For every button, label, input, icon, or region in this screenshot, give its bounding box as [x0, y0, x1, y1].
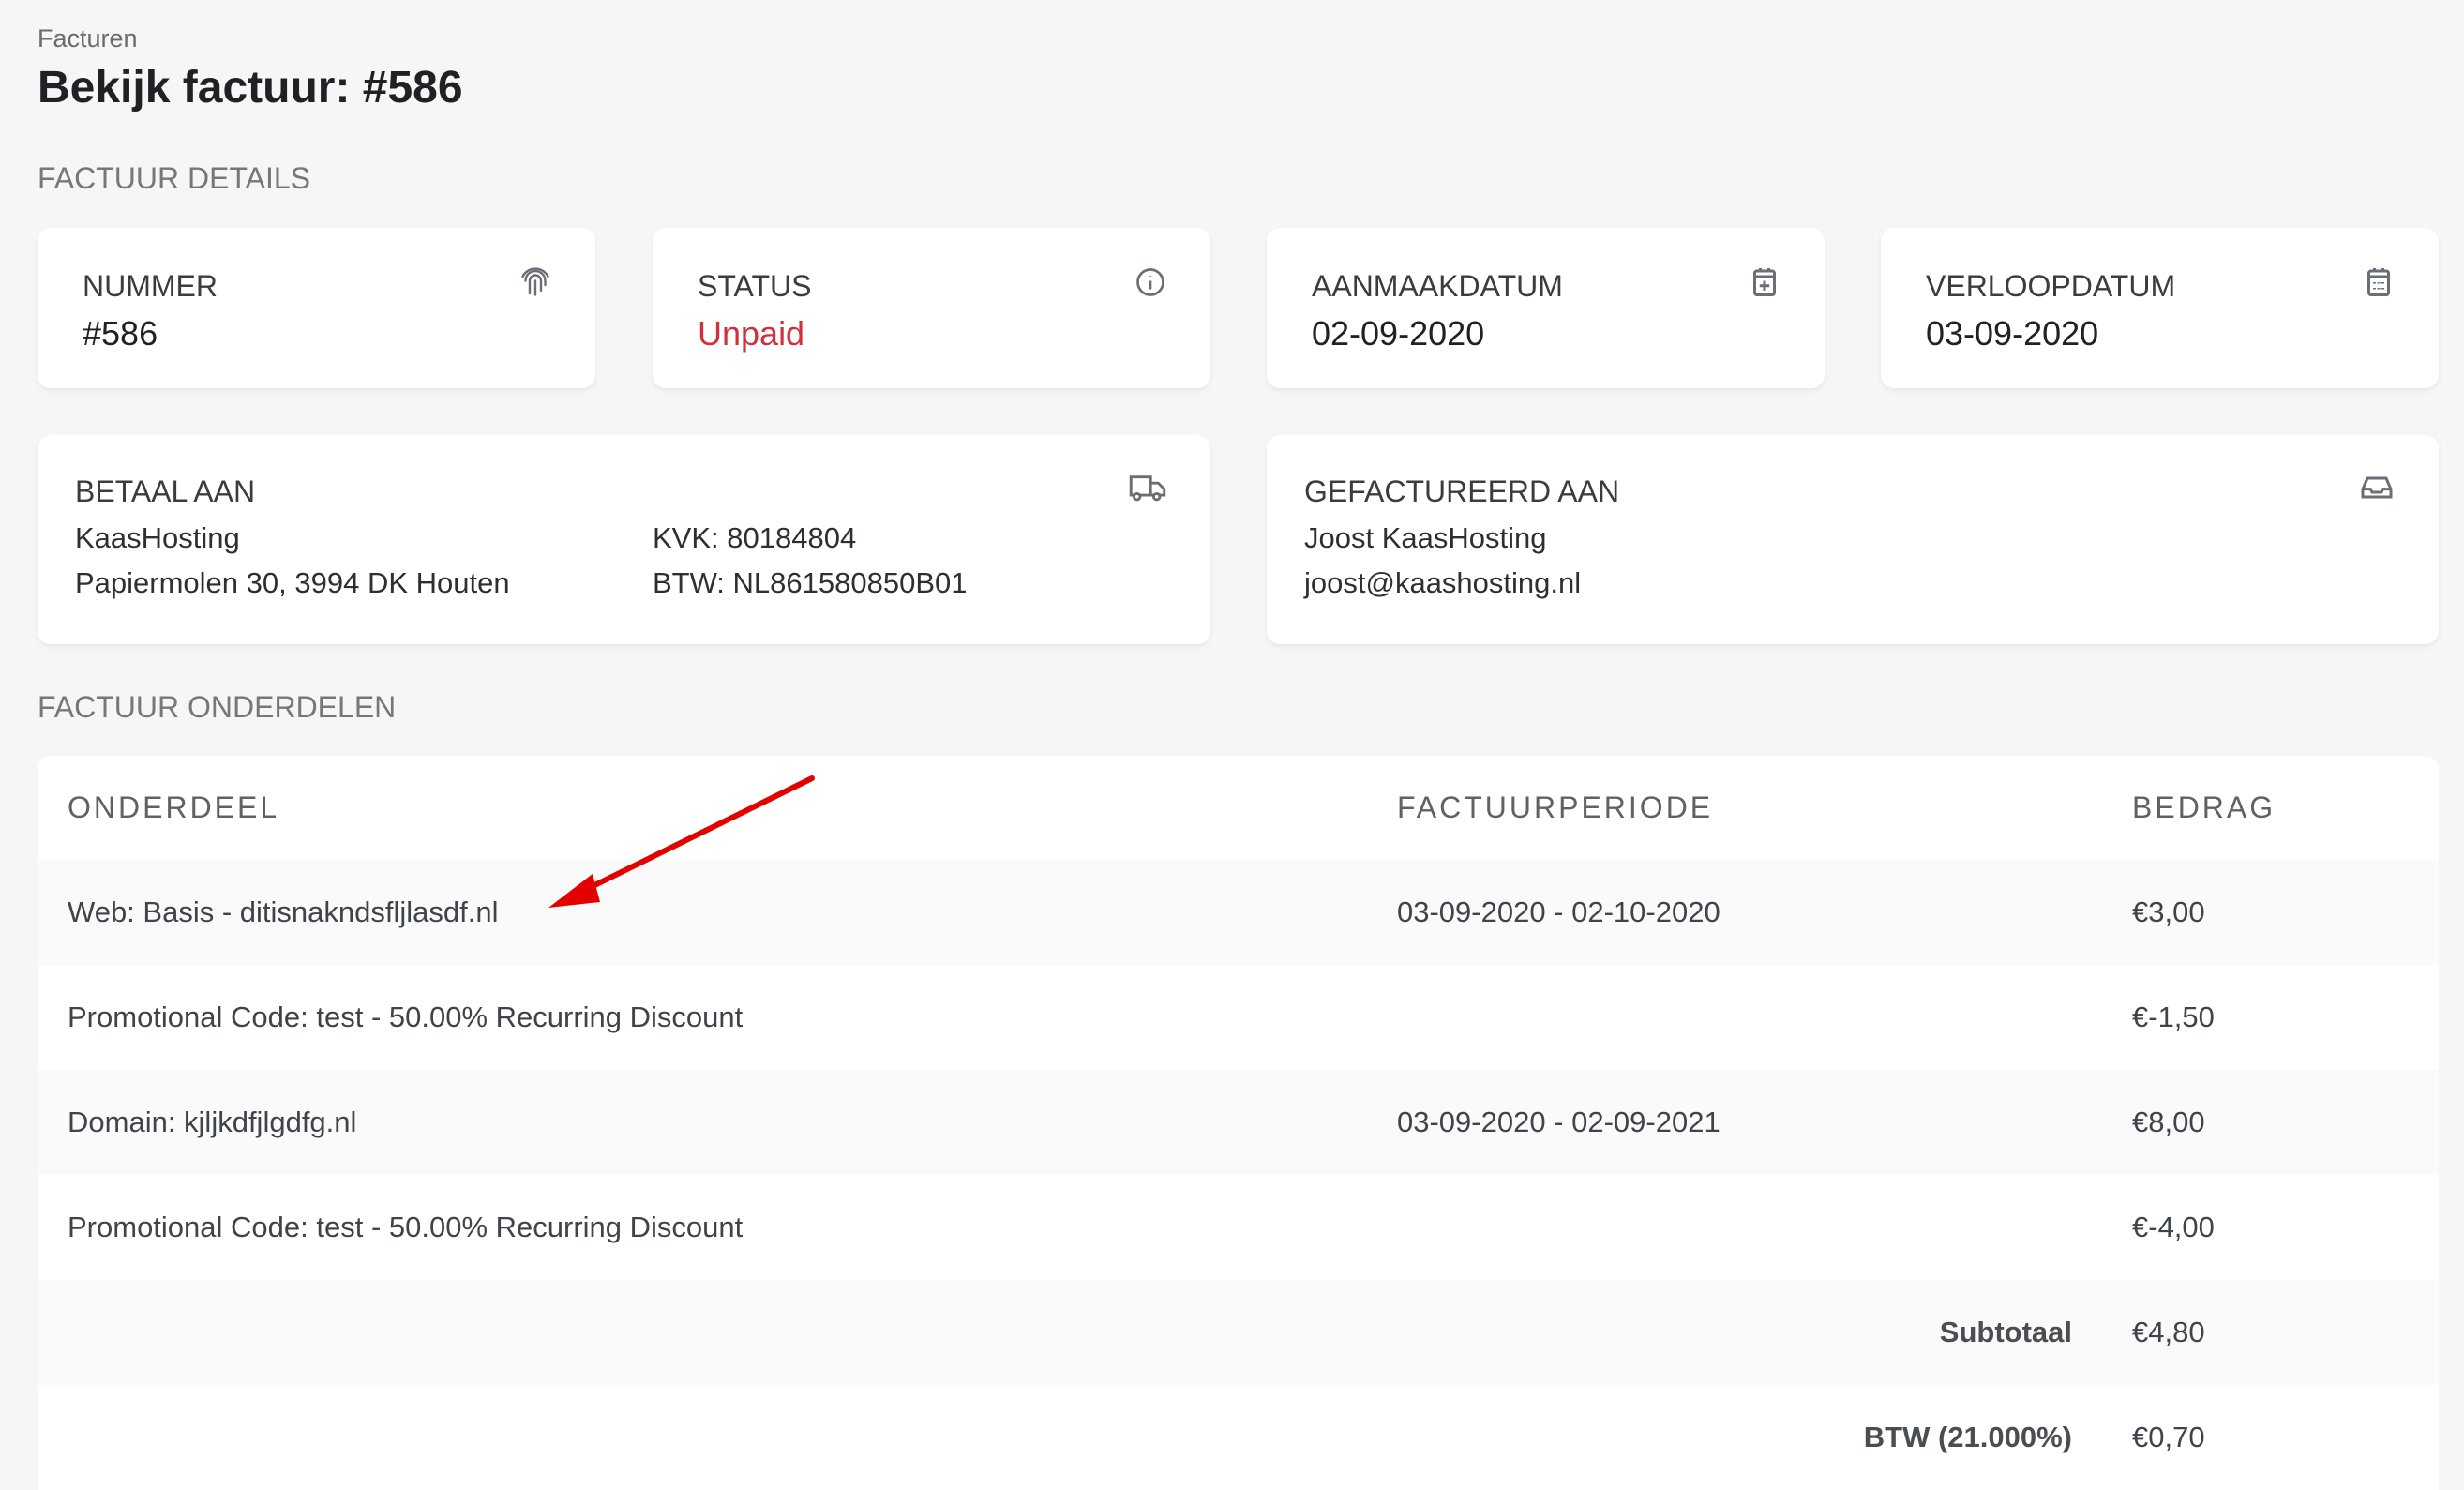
header-onderdeel: ONDERDEEL [68, 790, 280, 824]
card-gefactureerd-aan: GEFACTUREERD AAN Joost KaasHosting joost… [1267, 435, 2439, 644]
subtotal-row: Subtotaal €4,80 [38, 1280, 2439, 1385]
card-label: GEFACTUREERD AAN [1304, 474, 1620, 508]
item-period [1397, 1175, 2132, 1280]
inbox-icon [2361, 476, 2393, 499]
item-description: Domain: kjljkdfjlgdfg.nl [38, 1070, 1397, 1175]
billed-to-email: joost@kaashosting.nl [1304, 566, 1582, 599]
table-row: Domain: kjljkdfjlgdfg.nl 03-09-2020 - 02… [38, 1070, 2439, 1175]
table-header: ONDERDEEL FACTUURPERIODE BEDRAG [38, 756, 2439, 860]
invoice-items-table: ONDERDEEL FACTUURPERIODE BEDRAG Web: Bas… [38, 756, 2439, 1490]
item-amount: €3,00 [2132, 860, 2439, 965]
tax-amount: €0,70 [2132, 1421, 2205, 1453]
fingerprint-icon [521, 267, 549, 296]
card-nummer: NUMMER #586 [38, 228, 595, 388]
subtotal-label: Subtotaal [1397, 1280, 2132, 1385]
header-bedrag: BEDRAG [2132, 790, 2276, 824]
pay-to-address: Papiermolen 30, 3994 DK Houten [75, 566, 510, 599]
breadcrumb-facturen[interactable]: Facturen [38, 24, 138, 53]
status-badge: Unpaid [698, 314, 805, 353]
item-period: 03-09-2020 - 02-10-2020 [1397, 860, 2132, 965]
card-label: BETAAL AAN [75, 474, 256, 508]
created-date: 02-09-2020 [1312, 314, 1485, 353]
card-label: NUMMER [83, 269, 218, 303]
details-heading: FACTUUR DETAILS [38, 161, 310, 195]
pay-to-name: KaasHosting [75, 521, 240, 554]
card-status: STATUS Unpaid [653, 228, 1210, 388]
table-row: Promotional Code: test - 50.00% Recurrin… [38, 1175, 2439, 1280]
due-date: 03-09-2020 [1926, 314, 2099, 353]
item-description: Promotional Code: test - 50.00% Recurrin… [68, 1001, 744, 1033]
item-amount: €8,00 [2132, 1070, 2439, 1175]
item-period: 03-09-2020 - 02-09-2021 [1397, 1070, 2132, 1175]
invoice-number: #586 [83, 314, 158, 353]
header-factuurperiode: FACTUURPERIODE [1397, 790, 1714, 824]
item-description: Web: Basis - ditisnakndsfljlasdf.nl [38, 860, 1397, 965]
pay-to-kvk: KVK: 80184804 [653, 521, 857, 554]
truck-icon [1129, 475, 1166, 502]
page-title: Bekijk factuur: #586 [38, 63, 463, 113]
card-verloopdatum: VERLOOPDATUM 03-09-2020 [1881, 228, 2439, 388]
item-description: Promotional Code: test - 50.00% Recurrin… [68, 1211, 744, 1243]
item-period [1397, 965, 2132, 1070]
card-aanmaakdatum: AANMAAKDATUM 02-09-2020 [1267, 228, 1825, 388]
card-label: STATUS [698, 269, 812, 303]
calendar-icon [2367, 268, 2390, 296]
subtotal-amount: €4,80 [2132, 1280, 2439, 1385]
items-heading: FACTUUR ONDERDELEN [38, 690, 397, 724]
info-icon [1136, 268, 1164, 296]
card-betaal-aan: BETAAL AAN KaasHosting Papiermolen 30, 3… [38, 435, 1210, 644]
billed-to-name: Joost KaasHosting [1304, 521, 1547, 554]
pay-to-btw: BTW: NL861580850B01 [653, 566, 968, 599]
card-label: AANMAAKDATUM [1312, 269, 1563, 303]
table-row: Promotional Code: test - 50.00% Recurrin… [38, 965, 2439, 1070]
table-row: Web: Basis - ditisnakndsfljlasdf.nl 03-0… [38, 860, 2439, 965]
tax-label: BTW (21.000%) [1863, 1421, 2072, 1453]
card-label: VERLOOPDATUM [1926, 269, 2176, 303]
item-amount: €-4,00 [2132, 1211, 2215, 1243]
calendar-plus-icon [1753, 268, 1776, 296]
item-amount: €-1,50 [2132, 1001, 2215, 1033]
tax-row: BTW (21.000%) €0,70 [38, 1385, 2439, 1490]
